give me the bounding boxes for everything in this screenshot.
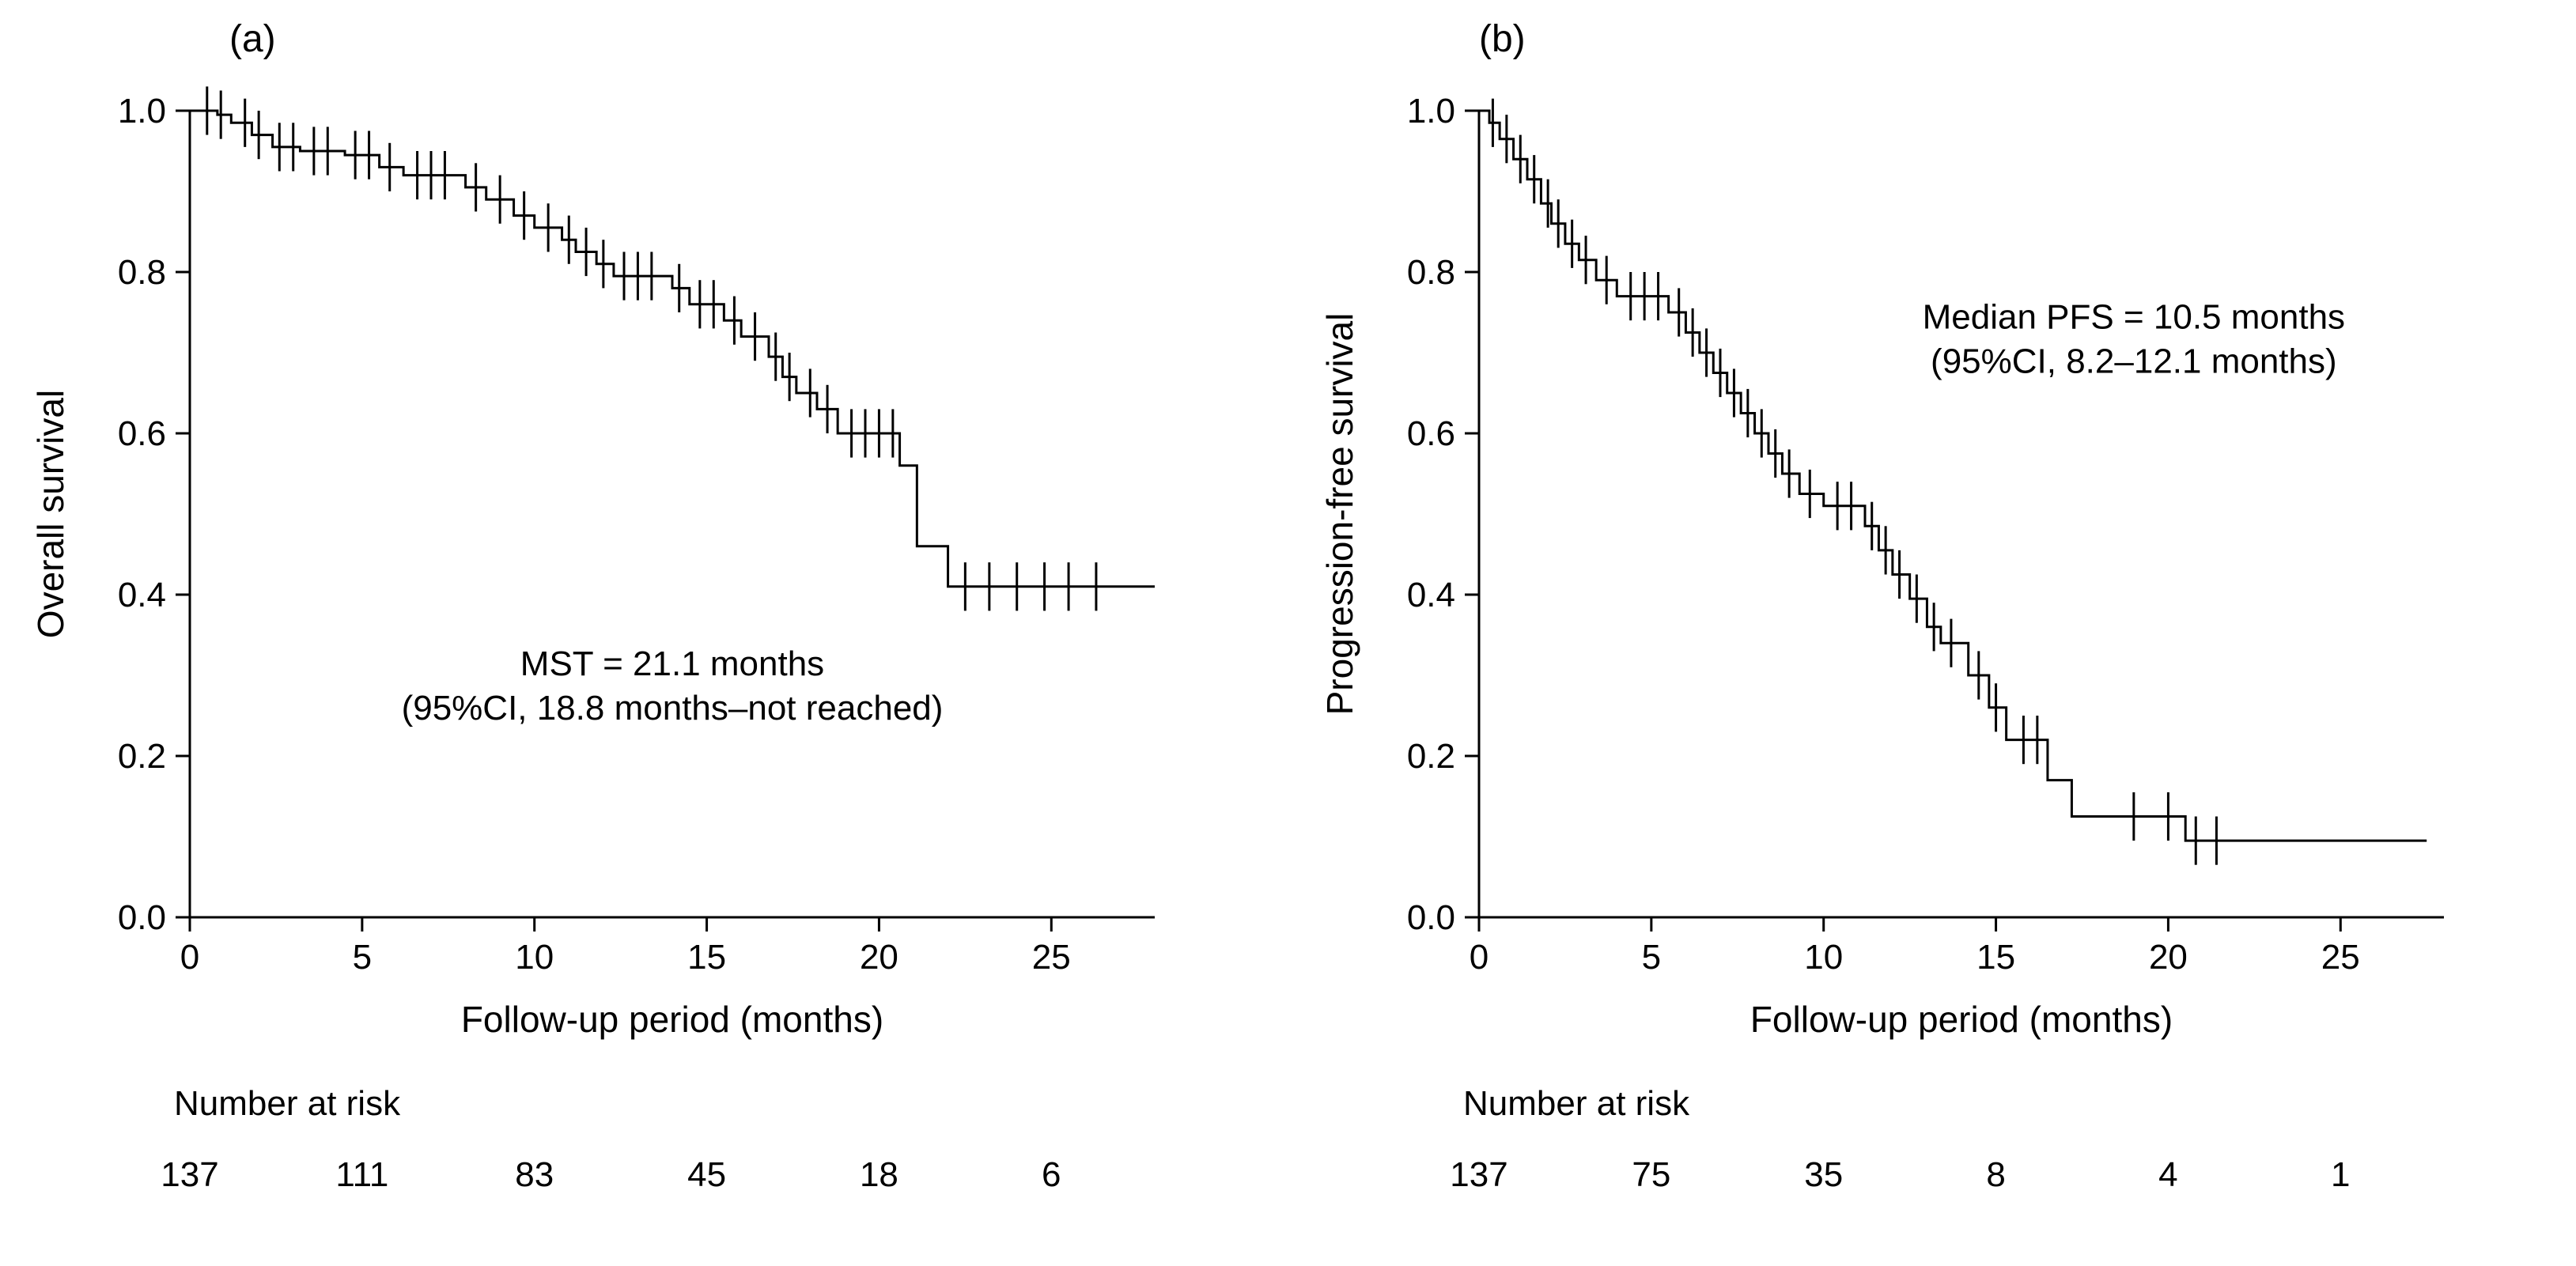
annotation-line2: (95%CI, 8.2–12.1 months)	[1931, 342, 2337, 380]
x-axis-label: Follow-up period (months)	[1750, 999, 2173, 1040]
annotation-line2: (95%CI, 18.8 months–not reached)	[402, 689, 944, 727]
y-tick-label: 0.0	[1407, 898, 1455, 937]
panel-label: (a)	[229, 18, 276, 60]
y-tick-label: 1.0	[118, 92, 166, 130]
risk-value: 35	[1804, 1155, 1843, 1194]
km-curve	[190, 111, 1155, 587]
annotation-line1: Median PFS = 10.5 months	[1923, 297, 2345, 336]
y-axis-label: Overall survival	[30, 390, 71, 638]
risk-value: 75	[1632, 1155, 1670, 1194]
risk-value: 1	[2331, 1155, 2350, 1194]
risk-label: Number at risk	[1463, 1084, 1690, 1123]
panel-a: (a) 0.0 0.2 0.4 0.6 0.8 1.0 0 5 10 15 20 25 Follow-up…	[30, 18, 1155, 1194]
y-tick-label: 0.2	[118, 737, 166, 776]
y-tick-label: 0.6	[118, 414, 166, 453]
x-tick-label: 10	[515, 938, 554, 977]
panel-b: (b) 0.0 0.2 0.4 0.6 0.8 1.0 0 5 10 15 20 25 Follow-up…	[1319, 18, 2444, 1194]
panel-label: (b)	[1479, 18, 1526, 60]
x-tick-label: 20	[860, 938, 898, 977]
figure-svg: (a)0.00.20.40.60.81.00510152025Follow-up…	[0, 0, 2576, 1266]
x-tick-label: 15	[1976, 938, 2015, 977]
x-tick-label: 20	[2149, 938, 2188, 977]
risk-value: 45	[687, 1155, 726, 1194]
x-tick-label: 0	[1470, 938, 1488, 977]
km-figure: (a)0.00.20.40.60.81.00510152025Follow-up…	[0, 0, 2576, 1266]
risk-value: 18	[860, 1155, 898, 1194]
risk-value: 137	[1450, 1155, 1507, 1194]
risk-value: 6	[1042, 1155, 1061, 1194]
x-tick-label: 25	[2321, 938, 2360, 977]
km-curve	[1479, 111, 2427, 841]
x-tick-label: 10	[1804, 938, 1843, 977]
risk-value: 4	[2158, 1155, 2177, 1194]
y-tick-label: 0.4	[1407, 576, 1455, 614]
y-tick-label: 0.0	[118, 898, 166, 937]
annotation-line1: MST = 21.1 months	[520, 644, 824, 683]
x-tick-label: 5	[1642, 938, 1661, 977]
risk-value: 137	[161, 1155, 218, 1194]
risk-value: 8	[1986, 1155, 2005, 1194]
y-tick-label: 0.8	[1407, 253, 1455, 292]
y-axis-label: Progression-free survival	[1319, 313, 1360, 716]
x-tick-label: 0	[180, 938, 199, 977]
risk-label: Number at risk	[174, 1084, 401, 1123]
x-tick-label: 15	[687, 938, 726, 977]
y-tick-label: 0.8	[118, 253, 166, 292]
y-tick-label: 0.4	[118, 576, 166, 614]
y-tick-label: 0.6	[1407, 414, 1455, 453]
y-tick-label: 1.0	[1407, 92, 1455, 130]
x-axis-label: Follow-up period (months)	[461, 999, 883, 1040]
risk-value: 111	[335, 1155, 388, 1194]
y-tick-label: 0.2	[1407, 737, 1455, 776]
x-tick-label: 25	[1032, 938, 1071, 977]
risk-value: 83	[515, 1155, 554, 1194]
x-tick-label: 5	[353, 938, 372, 977]
